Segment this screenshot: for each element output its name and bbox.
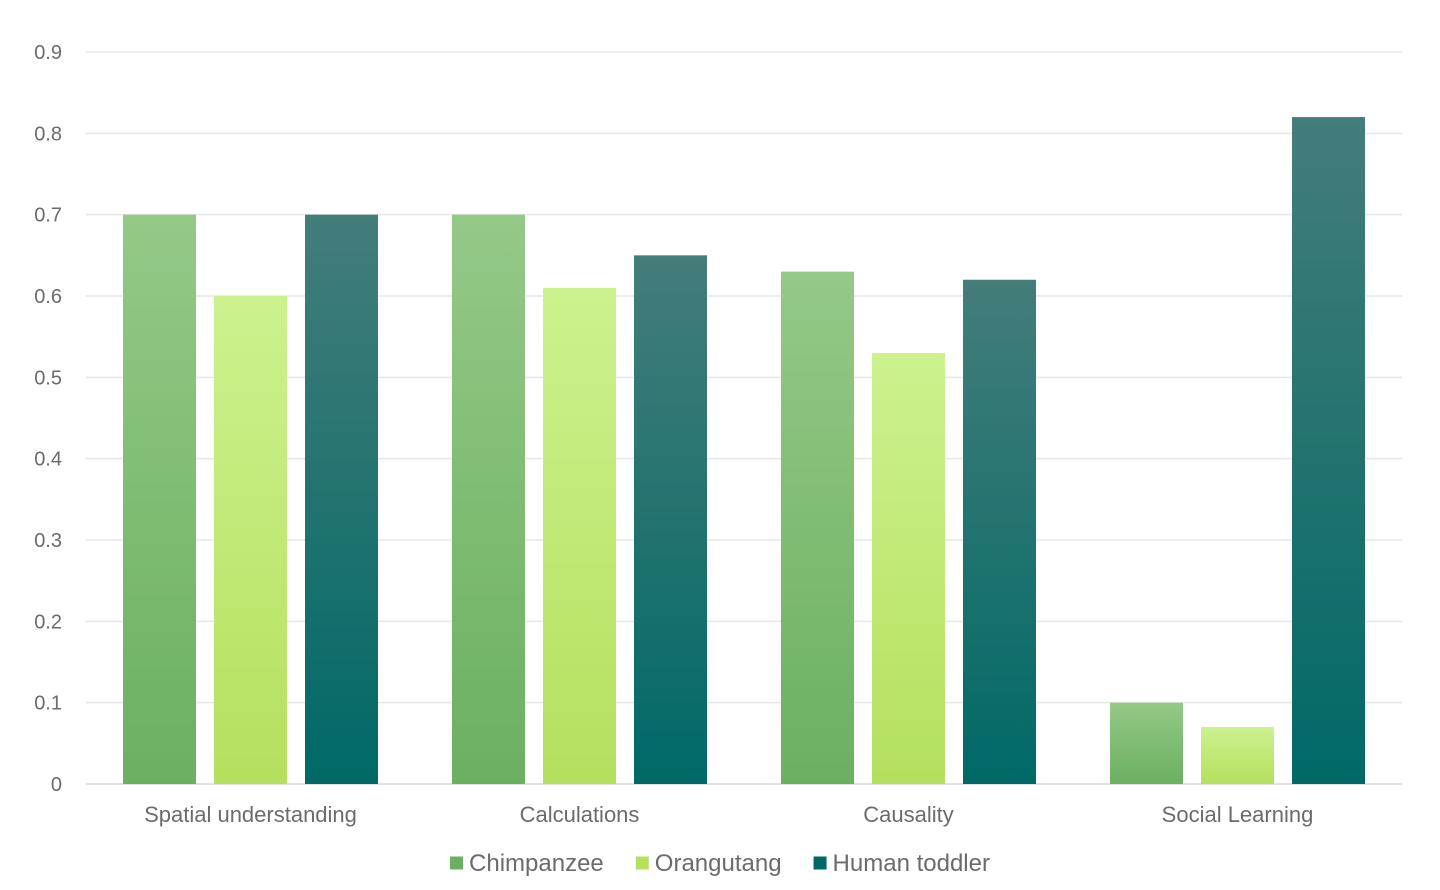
- y-tick-label: 0.6: [34, 286, 62, 308]
- legend-swatch-orangutang: [635, 856, 649, 870]
- bar-chimpanzee: [452, 214, 525, 784]
- legend-label: Chimpanzee: [469, 850, 604, 877]
- bar-orangutang: [872, 352, 945, 784]
- legend-swatch-chimpanzee: [450, 856, 464, 870]
- bars: [123, 117, 1365, 785]
- y-tick-label: 0.9: [34, 42, 62, 64]
- y-tick-label: 0.3: [34, 530, 62, 552]
- bar-human-toddler: [305, 214, 378, 784]
- bar-chimpanzee: [123, 214, 196, 784]
- bar-orangutang: [1201, 727, 1274, 784]
- legend-label: Human toddler: [833, 850, 990, 877]
- y-tick-label: 0.5: [34, 367, 62, 389]
- y-tick-label: 0.4: [34, 449, 62, 471]
- bar-human-toddler: [634, 255, 707, 785]
- legend: Chimpanzee Orangutang Human toddler: [450, 850, 990, 877]
- x-category-label: Spatial understanding: [144, 802, 357, 827]
- y-tick-label: 0.7: [34, 205, 62, 227]
- bar-human-toddler: [963, 279, 1036, 784]
- bar-orangutang: [543, 287, 616, 784]
- x-category-label: Causality: [863, 802, 953, 827]
- bar-human-toddler: [1292, 117, 1365, 785]
- y-tick-label: 0.8: [34, 123, 62, 145]
- y-tick-label: 0.2: [34, 611, 62, 633]
- legend-swatch-human-toddler: [813, 856, 827, 870]
- x-axis-categories: Spatial understanding Calculations Causali…: [144, 802, 1313, 827]
- y-tick-label: 0.1: [34, 693, 62, 715]
- y-tick-label: 0: [51, 774, 62, 796]
- y-axis-ticks: 0 0.1 0.2 0.3 0.4 0.5 0.6 0.7 0.8 0.9: [34, 42, 62, 796]
- bar-chimpanzee: [1110, 702, 1183, 784]
- legend-label: Orangutang: [655, 850, 782, 877]
- x-category-label: Calculations: [520, 802, 640, 827]
- bar-chimpanzee: [781, 271, 854, 785]
- bar-orangutang: [214, 296, 287, 784]
- x-category-label: Social Learning: [1162, 802, 1314, 827]
